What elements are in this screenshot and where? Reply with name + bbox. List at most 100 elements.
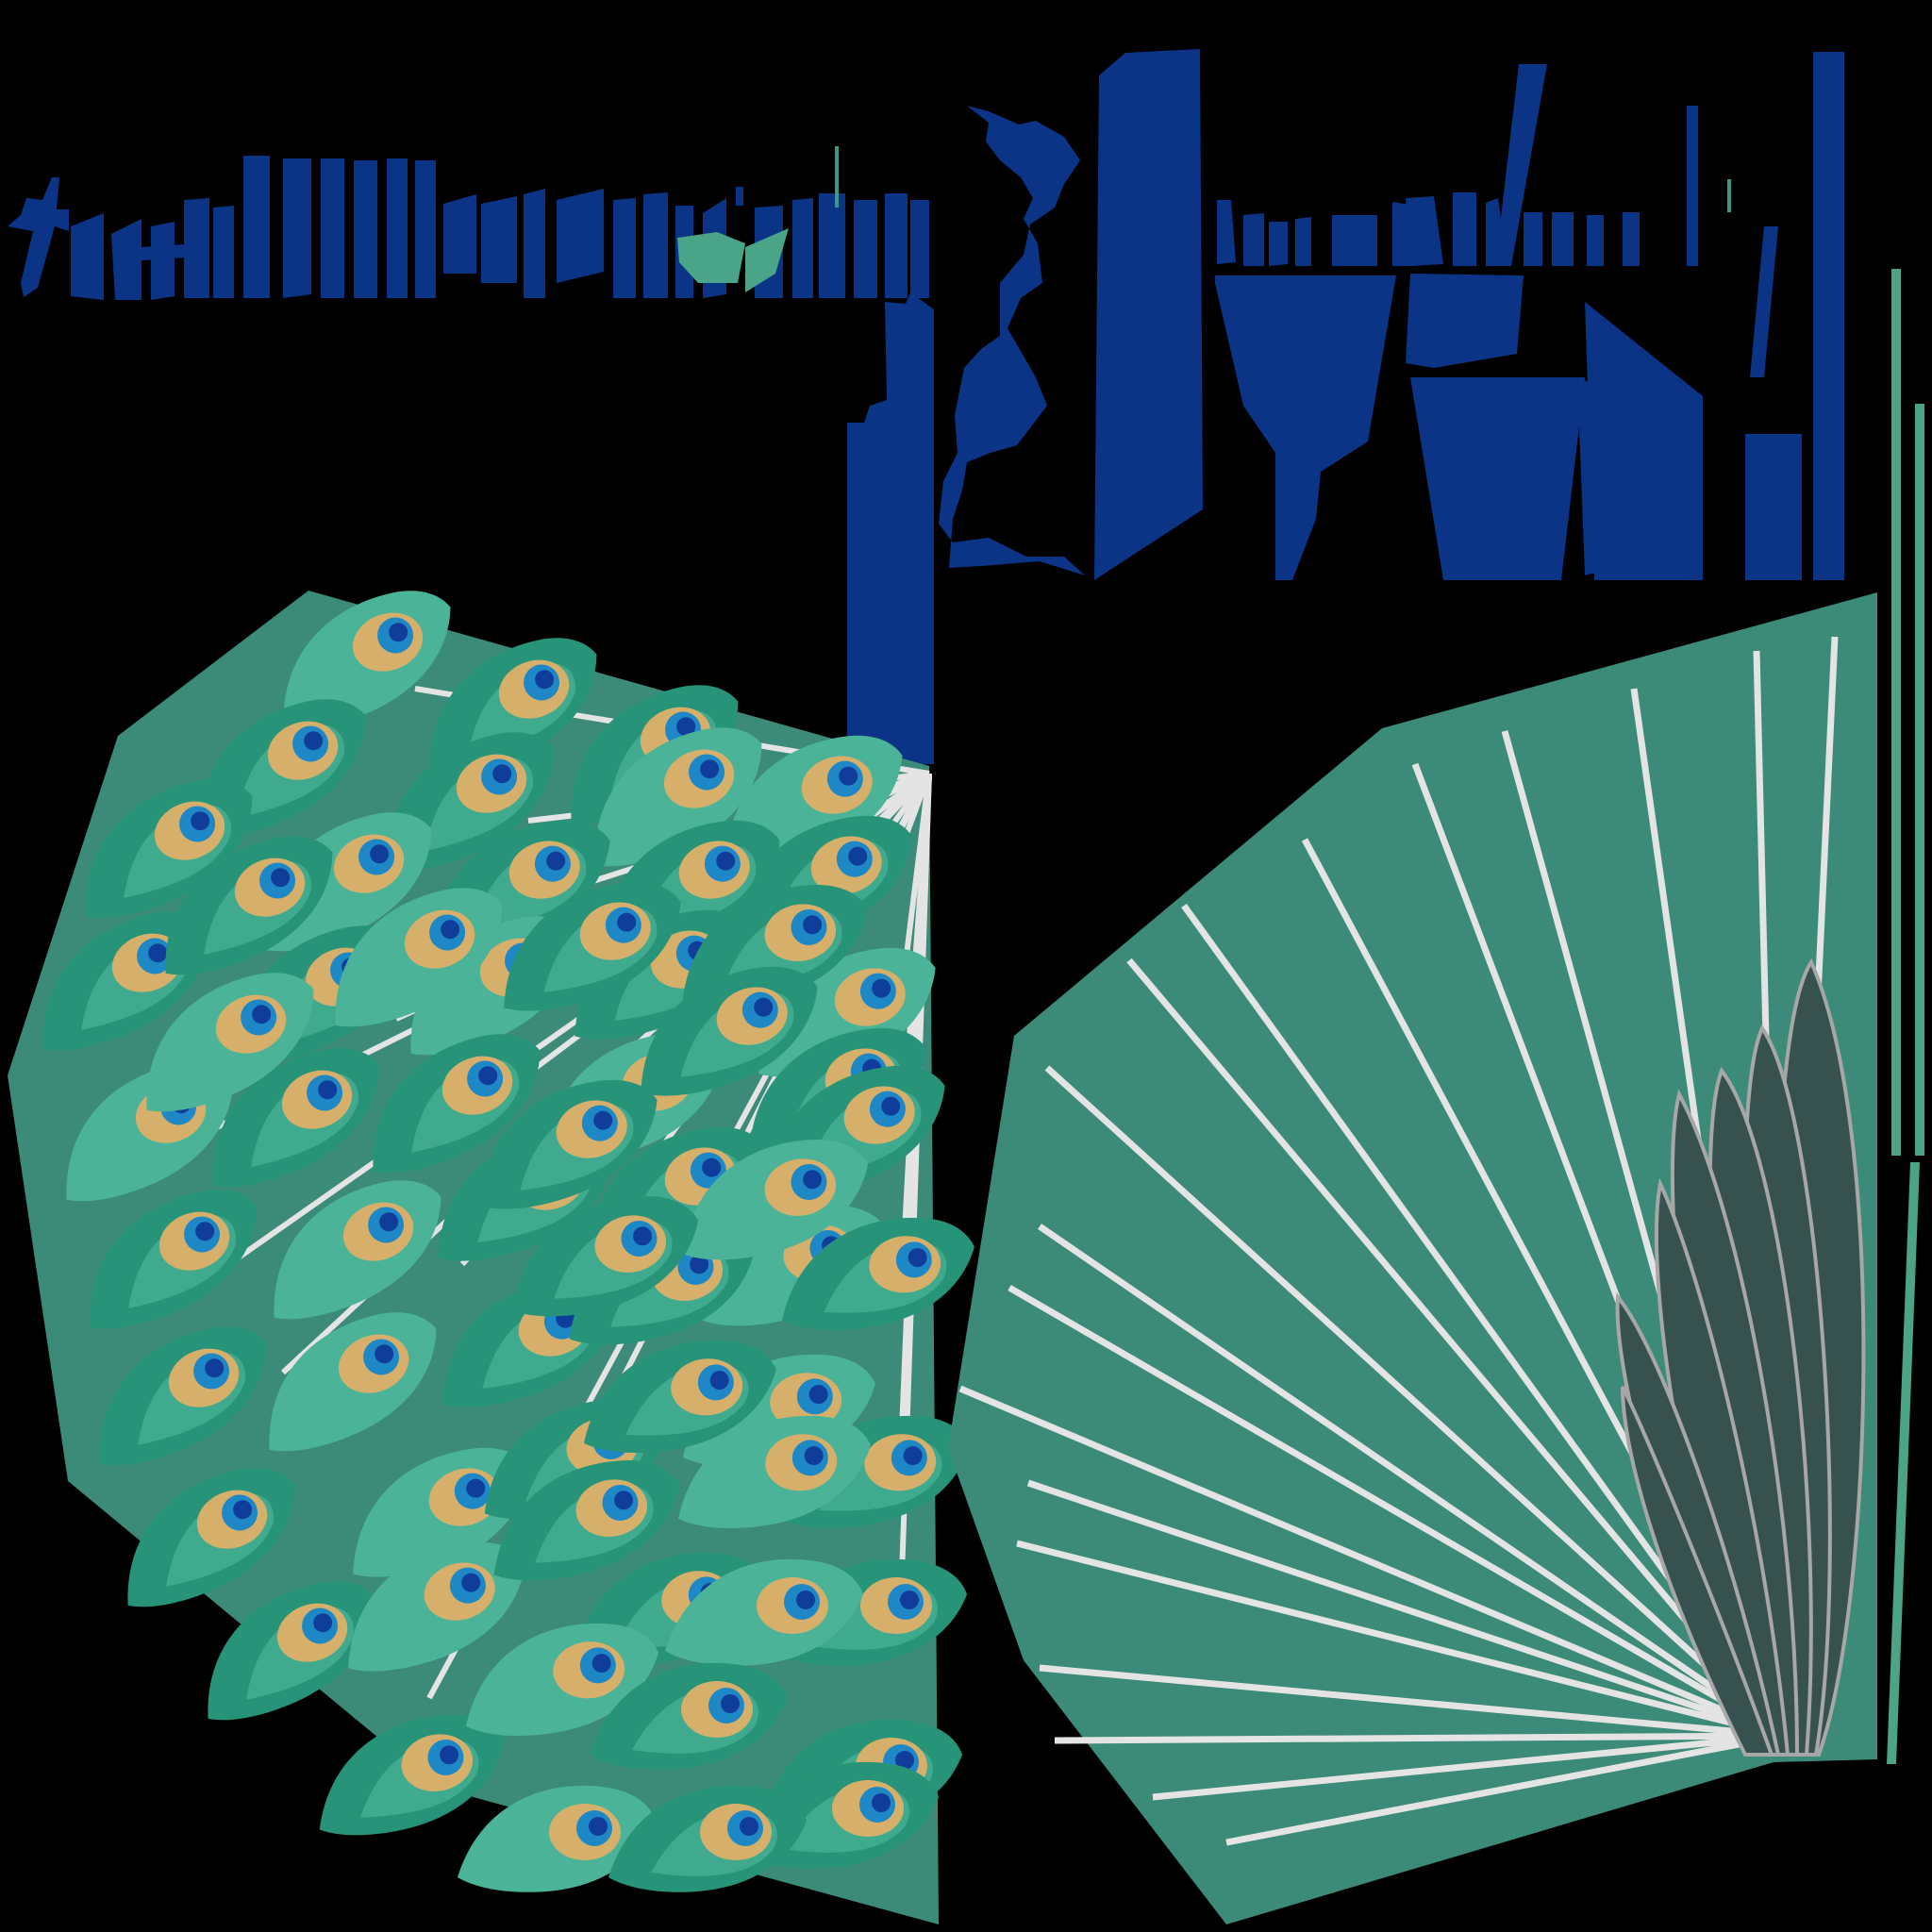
uv-island bbox=[321, 158, 344, 298]
uv-island bbox=[1269, 222, 1288, 266]
fan-shaft bbox=[1039, 1664, 1784, 1740]
uv-island-teal bbox=[677, 232, 745, 283]
eye-navy-pupil bbox=[804, 1446, 824, 1466]
uv-island-teal bbox=[745, 228, 789, 292]
uv-island bbox=[1745, 434, 1802, 580]
uv-island bbox=[1243, 213, 1264, 266]
eye-navy-pupil bbox=[881, 1096, 901, 1116]
uv-island bbox=[1577, 377, 1623, 575]
eye-navy-pupil bbox=[803, 1170, 823, 1190]
uv-island bbox=[854, 200, 877, 298]
fan-panel-background bbox=[948, 592, 1877, 1924]
fan-shaft bbox=[1044, 1065, 1786, 1739]
eye-navy-pupil bbox=[271, 868, 291, 888]
uv-island bbox=[1217, 200, 1236, 264]
uv-island bbox=[1495, 64, 1547, 266]
eye-navy-pupil bbox=[808, 1385, 828, 1405]
uv-island bbox=[792, 198, 813, 298]
fan-shaft bbox=[1225, 1732, 1784, 1846]
eye-navy-pupil bbox=[848, 846, 868, 866]
fan-shaft bbox=[1008, 1284, 1785, 1740]
eye-feather bbox=[493, 1460, 680, 1581]
crest-feather bbox=[1621, 1386, 1774, 1757]
eye-feather bbox=[504, 881, 681, 1011]
uv-island bbox=[557, 189, 604, 283]
eye-navy-pupil bbox=[379, 1212, 399, 1232]
uv-island bbox=[736, 187, 743, 206]
eye-navy-pupil bbox=[191, 811, 210, 831]
eye-navy-pupil bbox=[903, 1446, 923, 1466]
uv-island bbox=[387, 158, 408, 298]
eye-navy-pupil bbox=[702, 1158, 722, 1177]
uv-island bbox=[1295, 217, 1311, 266]
eye-navy-pupil bbox=[205, 1358, 225, 1378]
eye-feather bbox=[208, 1581, 375, 1721]
eye-navy-pupil bbox=[304, 731, 324, 751]
eye-navy-pupil bbox=[754, 997, 774, 1017]
uv-island bbox=[524, 189, 545, 298]
eye-navy-pupil bbox=[546, 851, 566, 871]
eye-navy-pupil bbox=[535, 670, 555, 690]
eye-feather bbox=[165, 836, 333, 975]
eye-feather bbox=[677, 1415, 871, 1528]
eye-feather bbox=[608, 1785, 807, 1892]
eye-navy-pupil bbox=[716, 851, 736, 871]
crest-feathers-icon bbox=[1615, 958, 1866, 1757]
uv-island-tall bbox=[1813, 52, 1844, 580]
eye-navy-pupil bbox=[617, 912, 637, 932]
uv-island bbox=[481, 196, 517, 283]
uv-island bbox=[354, 160, 377, 298]
uv-strip-teal bbox=[1915, 404, 1924, 1156]
uv-strip-teal bbox=[1891, 269, 1901, 1156]
eye-navy-pupil bbox=[740, 1817, 758, 1836]
eye-navy-pupil bbox=[318, 1080, 338, 1100]
fan-shaft bbox=[1016, 1540, 1784, 1740]
eye-navy-pupil bbox=[441, 920, 460, 940]
eye-feather bbox=[319, 1715, 506, 1836]
eye-feather bbox=[127, 1468, 295, 1607]
uv-island bbox=[1552, 212, 1574, 266]
fan-shaft bbox=[1026, 1479, 1785, 1740]
eye-navy-pupil bbox=[478, 1066, 498, 1086]
eye-feather bbox=[99, 1326, 267, 1466]
uv-island bbox=[1623, 212, 1640, 266]
eye-navy-pupil bbox=[872, 978, 891, 998]
uv-island bbox=[142, 243, 200, 260]
uv-island bbox=[71, 213, 104, 300]
fan-shaft bbox=[1126, 958, 1786, 1739]
eye-navy-pupil bbox=[709, 1371, 729, 1391]
eye-feather bbox=[682, 1140, 869, 1260]
eye-navy-pupil bbox=[803, 915, 823, 935]
eye-feather bbox=[373, 1034, 541, 1174]
uv-island-box bbox=[1332, 215, 1377, 266]
eye-navy-pupil bbox=[313, 1613, 333, 1633]
eye-feather bbox=[283, 591, 451, 730]
eye-navy-pupil bbox=[872, 1793, 891, 1812]
eye-feather bbox=[269, 1312, 437, 1452]
uv-island bbox=[1750, 226, 1778, 377]
eye-feather bbox=[594, 727, 762, 867]
eye-feather bbox=[512, 1196, 699, 1317]
uv-island bbox=[111, 219, 142, 300]
uv-island bbox=[885, 193, 908, 298]
uv-island bbox=[1094, 49, 1203, 580]
eye-navy-pupil bbox=[895, 1751, 914, 1770]
uv-island bbox=[643, 192, 668, 298]
uv-island bbox=[819, 193, 845, 298]
eye-feather bbox=[146, 973, 314, 1112]
eye-feather bbox=[781, 1217, 974, 1330]
eye-navy-pupil bbox=[796, 1591, 815, 1609]
uv-island bbox=[1406, 274, 1524, 368]
uv-island-funnel bbox=[1215, 275, 1396, 580]
eye-feather bbox=[465, 1623, 658, 1736]
eye-navy-pupil bbox=[440, 1745, 459, 1765]
eye-feather bbox=[458, 1785, 656, 1892]
eye-navy-pupil bbox=[252, 1005, 272, 1024]
eye-navy-pupil bbox=[195, 1222, 215, 1241]
eye-navy-pupil bbox=[721, 1694, 740, 1713]
eye-navy-pupil bbox=[690, 1255, 709, 1274]
eye-navy-pupil bbox=[370, 844, 390, 864]
eye-navy-pupil bbox=[591, 1654, 611, 1674]
